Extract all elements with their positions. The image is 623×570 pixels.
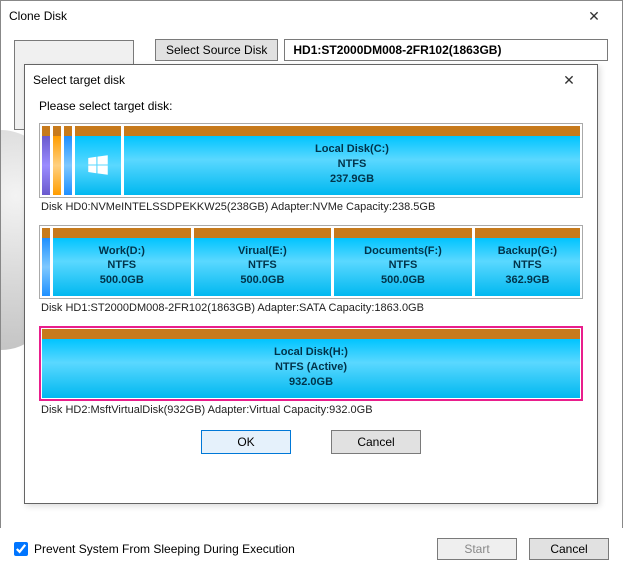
disk-1[interactable]: Work(D:) NTFS 500.0GB Virual(E:) NTFS 50… [39,225,583,315]
partition-size: 500.0GB [100,273,144,288]
outer-cancel-button[interactable]: Cancel [529,538,609,560]
disk1-caption: Disk HD1:ST2000DM008-2FR102(1863GB) Adap… [41,302,583,314]
start-button[interactable]: Start [437,538,517,560]
ok-button[interactable]: OK [201,430,291,454]
dialog-close-button[interactable]: ✕ [549,72,589,89]
partition-fs: NTFS [248,258,277,273]
disk1-partition-g: Backup(G:) NTFS 362.9GB [475,228,580,297]
dialog-title-text: Select target disk [33,73,125,87]
partition-name: Local Disk(H:) [274,345,348,360]
prevent-sleep-input[interactable] [14,542,28,556]
partition-size: 237.9GB [330,172,374,187]
disk0-reserved-partition-3 [64,126,72,195]
disk1-partition-f: Documents(F:) NTFS 500.0GB [334,228,472,297]
partition-fs: NTFS [513,258,542,273]
clone-disk-window: Clone Disk ✕ Select Source Disk HD1:ST20… [0,0,623,570]
partition-fs: NTFS [338,157,367,172]
partition-fs: NTFS [389,258,418,273]
disk0-partition-c: Local Disk(C:) NTFS 237.9GB [124,126,580,195]
partition-fs: NTFS [107,258,136,273]
windows-icon [75,126,121,195]
disk0-reserved-partition-2 [53,126,61,195]
dialog-button-row: OK Cancel [39,430,583,454]
disk1-partition-d: Work(D:) NTFS 500.0GB [53,228,191,297]
select-source-disk-button[interactable]: Select Source Disk [155,39,278,61]
footer-bar: Prevent System From Sleeping During Exec… [0,528,623,570]
disk0-reserved-partition-1 [42,126,50,195]
disk-0[interactable]: Local Disk(C:) NTFS 237.9GB Disk HD0:NVM… [39,123,583,213]
partition-size: 362.9GB [505,273,549,288]
partition-name: Documents(F:) [364,244,442,259]
disk2-caption: Disk HD2:MsftVirtualDisk(932GB) Adapter:… [41,404,583,416]
disk1-partition-e: Virual(E:) NTFS 500.0GB [194,228,332,297]
dialog-prompt: Please select target disk: [39,99,583,113]
outer-titlebar: Clone Disk ✕ [1,1,622,31]
partition-size: 932.0GB [289,375,333,390]
source-row: Select Source Disk HD1:ST2000DM008-2FR10… [155,39,608,61]
outer-title-text: Clone Disk [9,1,67,31]
dialog-titlebar: Select target disk ✕ [25,65,597,95]
select-target-disk-dialog: Select target disk ✕ Please select targe… [24,64,598,504]
disk2-partition-h: Local Disk(H:) NTFS (Active) 932.0GB [42,329,580,398]
partition-name: Backup(G:) [498,244,557,259]
source-disk-value: HD1:ST2000DM008-2FR102(1863GB) [284,39,608,61]
partition-name: Virual(E:) [238,244,287,259]
partition-name: Local Disk(C:) [315,142,389,157]
disk1-reserved-partition [42,228,50,297]
partition-size: 500.0GB [381,273,425,288]
partition-fs: NTFS (Active) [275,360,347,375]
outer-close-button[interactable]: ✕ [574,1,614,31]
disk-2[interactable]: Local Disk(H:) NTFS (Active) 932.0GB Dis… [39,326,583,416]
disk0-caption: Disk HD0:NVMeINTELSSDPEKKW25(238GB) Adap… [41,201,583,213]
dialog-cancel-button[interactable]: Cancel [331,430,421,454]
prevent-sleep-checkbox[interactable]: Prevent System From Sleeping During Exec… [14,542,295,556]
prevent-sleep-label: Prevent System From Sleeping During Exec… [34,542,295,556]
partition-name: Work(D:) [99,244,145,259]
partition-size: 500.0GB [240,273,284,288]
